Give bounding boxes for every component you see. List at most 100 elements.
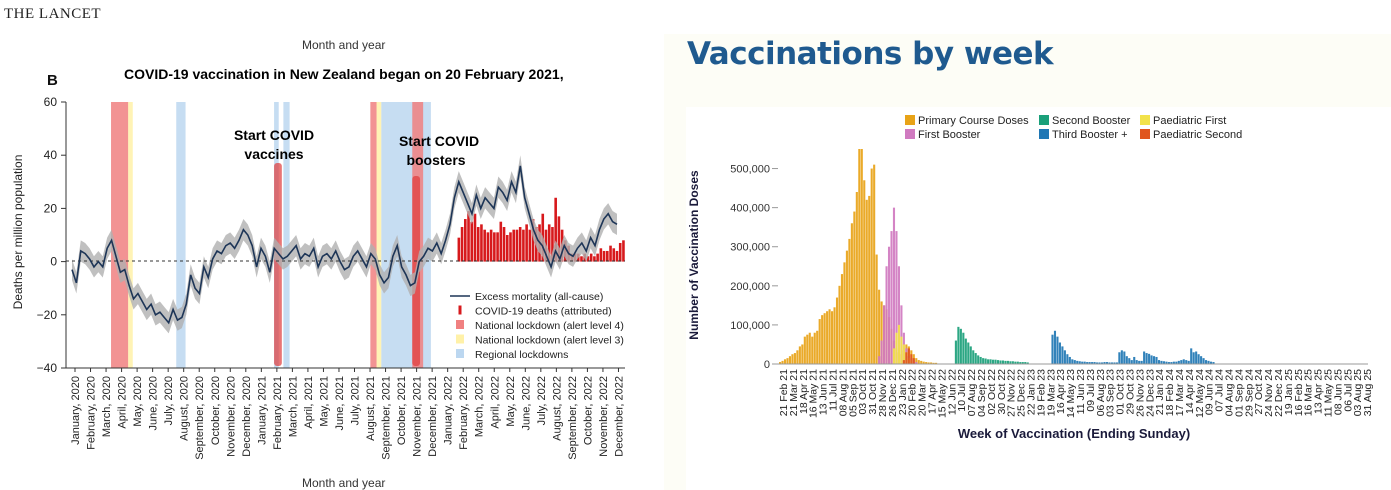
left-y-tick-label: 20 (44, 201, 58, 215)
legend-label: National lockdown (alert level 4) (475, 320, 624, 332)
vaccination-bar (925, 362, 928, 364)
right-x-tick-label: 09 Jul 23 (1085, 369, 1097, 412)
right-x-tick-label: 02 Oct 22 (986, 369, 998, 415)
vaccination-bar (902, 344, 905, 364)
vaccination-bar (870, 168, 873, 364)
vaccination-bar (979, 356, 982, 364)
vaccination-bar (974, 353, 977, 364)
vaccination-bar (910, 354, 913, 364)
vaccination-bar (838, 285, 841, 364)
right-x-tick-label: 19 Mar 23 (1045, 369, 1057, 416)
lockdown-shade (176, 102, 186, 368)
vaccination-bar (1118, 352, 1121, 364)
vaccination-bar (1113, 362, 1116, 364)
legend-label: Second Booster (1052, 115, 1131, 127)
vaccination-bar (850, 223, 853, 364)
right-x-tick-label: 16 Apr 23 (1055, 369, 1067, 414)
right-x-tick-label: 17 Mar 24 (1174, 369, 1186, 416)
left-y-tick-label: 60 (44, 95, 58, 109)
right-x-tick-label: 04 Sep 22 (976, 369, 988, 417)
vaccination-bar (878, 289, 881, 364)
vaccination-bar (1115, 362, 1118, 364)
covid-death-bar (509, 232, 512, 262)
vaccination-bar (907, 348, 910, 364)
left-x-tick-label: October, 2020 (210, 376, 222, 445)
vaccination-bar (1143, 351, 1146, 364)
right-x-tick-label: 17 Apr 22 (927, 369, 939, 414)
vaccination-bar (900, 336, 903, 364)
vaccination-bar (897, 324, 900, 364)
covid-death-bar (609, 245, 612, 262)
right-x-tick-label: 29 Sep 24 (1243, 369, 1255, 417)
legend-swatch (1039, 129, 1049, 139)
right-x-tick-label: 15 May 22 (936, 369, 948, 418)
vaccination-bar (1081, 361, 1084, 364)
lockdown-shade (376, 102, 382, 368)
covid-death-bar (557, 216, 561, 262)
right-x-tick-label: 31 Oct 21 (867, 369, 879, 415)
right-x-tick-label: 18 Feb 24 (1164, 369, 1176, 416)
vaccination-bar (1051, 334, 1054, 364)
vaccination-bar (972, 350, 975, 364)
vaccination-bar (1135, 360, 1138, 364)
vaccination-bar (977, 355, 980, 364)
vaccination-bar (813, 332, 816, 364)
covid-death-bar (518, 227, 522, 262)
vaccination-bar (1083, 361, 1086, 364)
vaccination-bar (788, 356, 792, 364)
right-x-tick-label: 26 Nov 23 (1134, 369, 1146, 417)
vaccination-bar (885, 266, 888, 364)
covid-death-bar (512, 229, 516, 262)
covid-death-bar (464, 219, 467, 262)
vaccination-bar (1128, 358, 1131, 364)
covid-death-bar (618, 242, 622, 262)
vaccination-bar (818, 319, 821, 364)
legend-label: First Booster (918, 129, 981, 141)
vaccination-bar (1123, 351, 1126, 364)
right-x-tick-label: 19 Feb 23 (1035, 369, 1047, 416)
vaccination-bar (880, 340, 883, 364)
vaccination-bar (821, 315, 824, 364)
right-x-tick-label: 09 Jun 24 (1204, 369, 1216, 415)
vaccination-bar (840, 274, 844, 364)
left-chart-title: COVID-19 vaccination in New Zealand bega… (124, 66, 564, 82)
vaccination-bar (967, 342, 970, 364)
vaccination-bar (816, 330, 819, 364)
vaccination-bar (1110, 362, 1113, 364)
vaccination-bar (1190, 348, 1193, 364)
vaccination-bar (1205, 360, 1208, 364)
vaccination-bar (922, 361, 925, 364)
vaccination-bar (915, 362, 918, 364)
covid-death-bar (489, 229, 493, 262)
vaccination-bar (930, 362, 933, 364)
legend-label: Excess mortality (all-cause) (475, 291, 603, 303)
vaccination-bar (890, 231, 893, 364)
left-x-tick-label: May, 2021 (318, 376, 330, 427)
vaccination-bar (1019, 362, 1022, 364)
right-x-tick-label: 11 Jul 21 (828, 369, 840, 411)
left-x-tick-label: September, 2021 (381, 376, 393, 460)
left-y-tick-label: −20 (37, 308, 58, 322)
covid-death-bar (525, 224, 528, 262)
left-x-tick-label: February, 2020 (86, 376, 98, 450)
vaccination-bar (1197, 354, 1200, 364)
vaccination-bar (992, 359, 995, 364)
legend-swatch (458, 305, 462, 315)
vaccination-bar (1192, 352, 1195, 364)
vaccination-bar (868, 195, 871, 364)
vaccination-bar (858, 149, 861, 364)
left-x-tick-label: March, 2021 (287, 376, 299, 437)
covid-death-bar (612, 248, 616, 262)
vaccination-bar (1138, 360, 1141, 364)
covid-death-bar (467, 211, 470, 262)
vaccination-bar (1011, 361, 1014, 364)
legend-label: COVID-19 deaths (attributed) (475, 306, 612, 318)
covid-death-bar (615, 250, 619, 262)
right-x-tick-label: 05 Sep 21 (847, 369, 859, 417)
vaccination-bar (1098, 362, 1101, 364)
right-x-tick-label: 10 Jul 22 (956, 369, 968, 412)
left-y-tick-label: −40 (37, 361, 58, 375)
vaccination-bar (1093, 362, 1096, 364)
right-x-tick-label: 13 Apr 25 (1313, 369, 1325, 414)
vaccination-bar (920, 360, 923, 364)
